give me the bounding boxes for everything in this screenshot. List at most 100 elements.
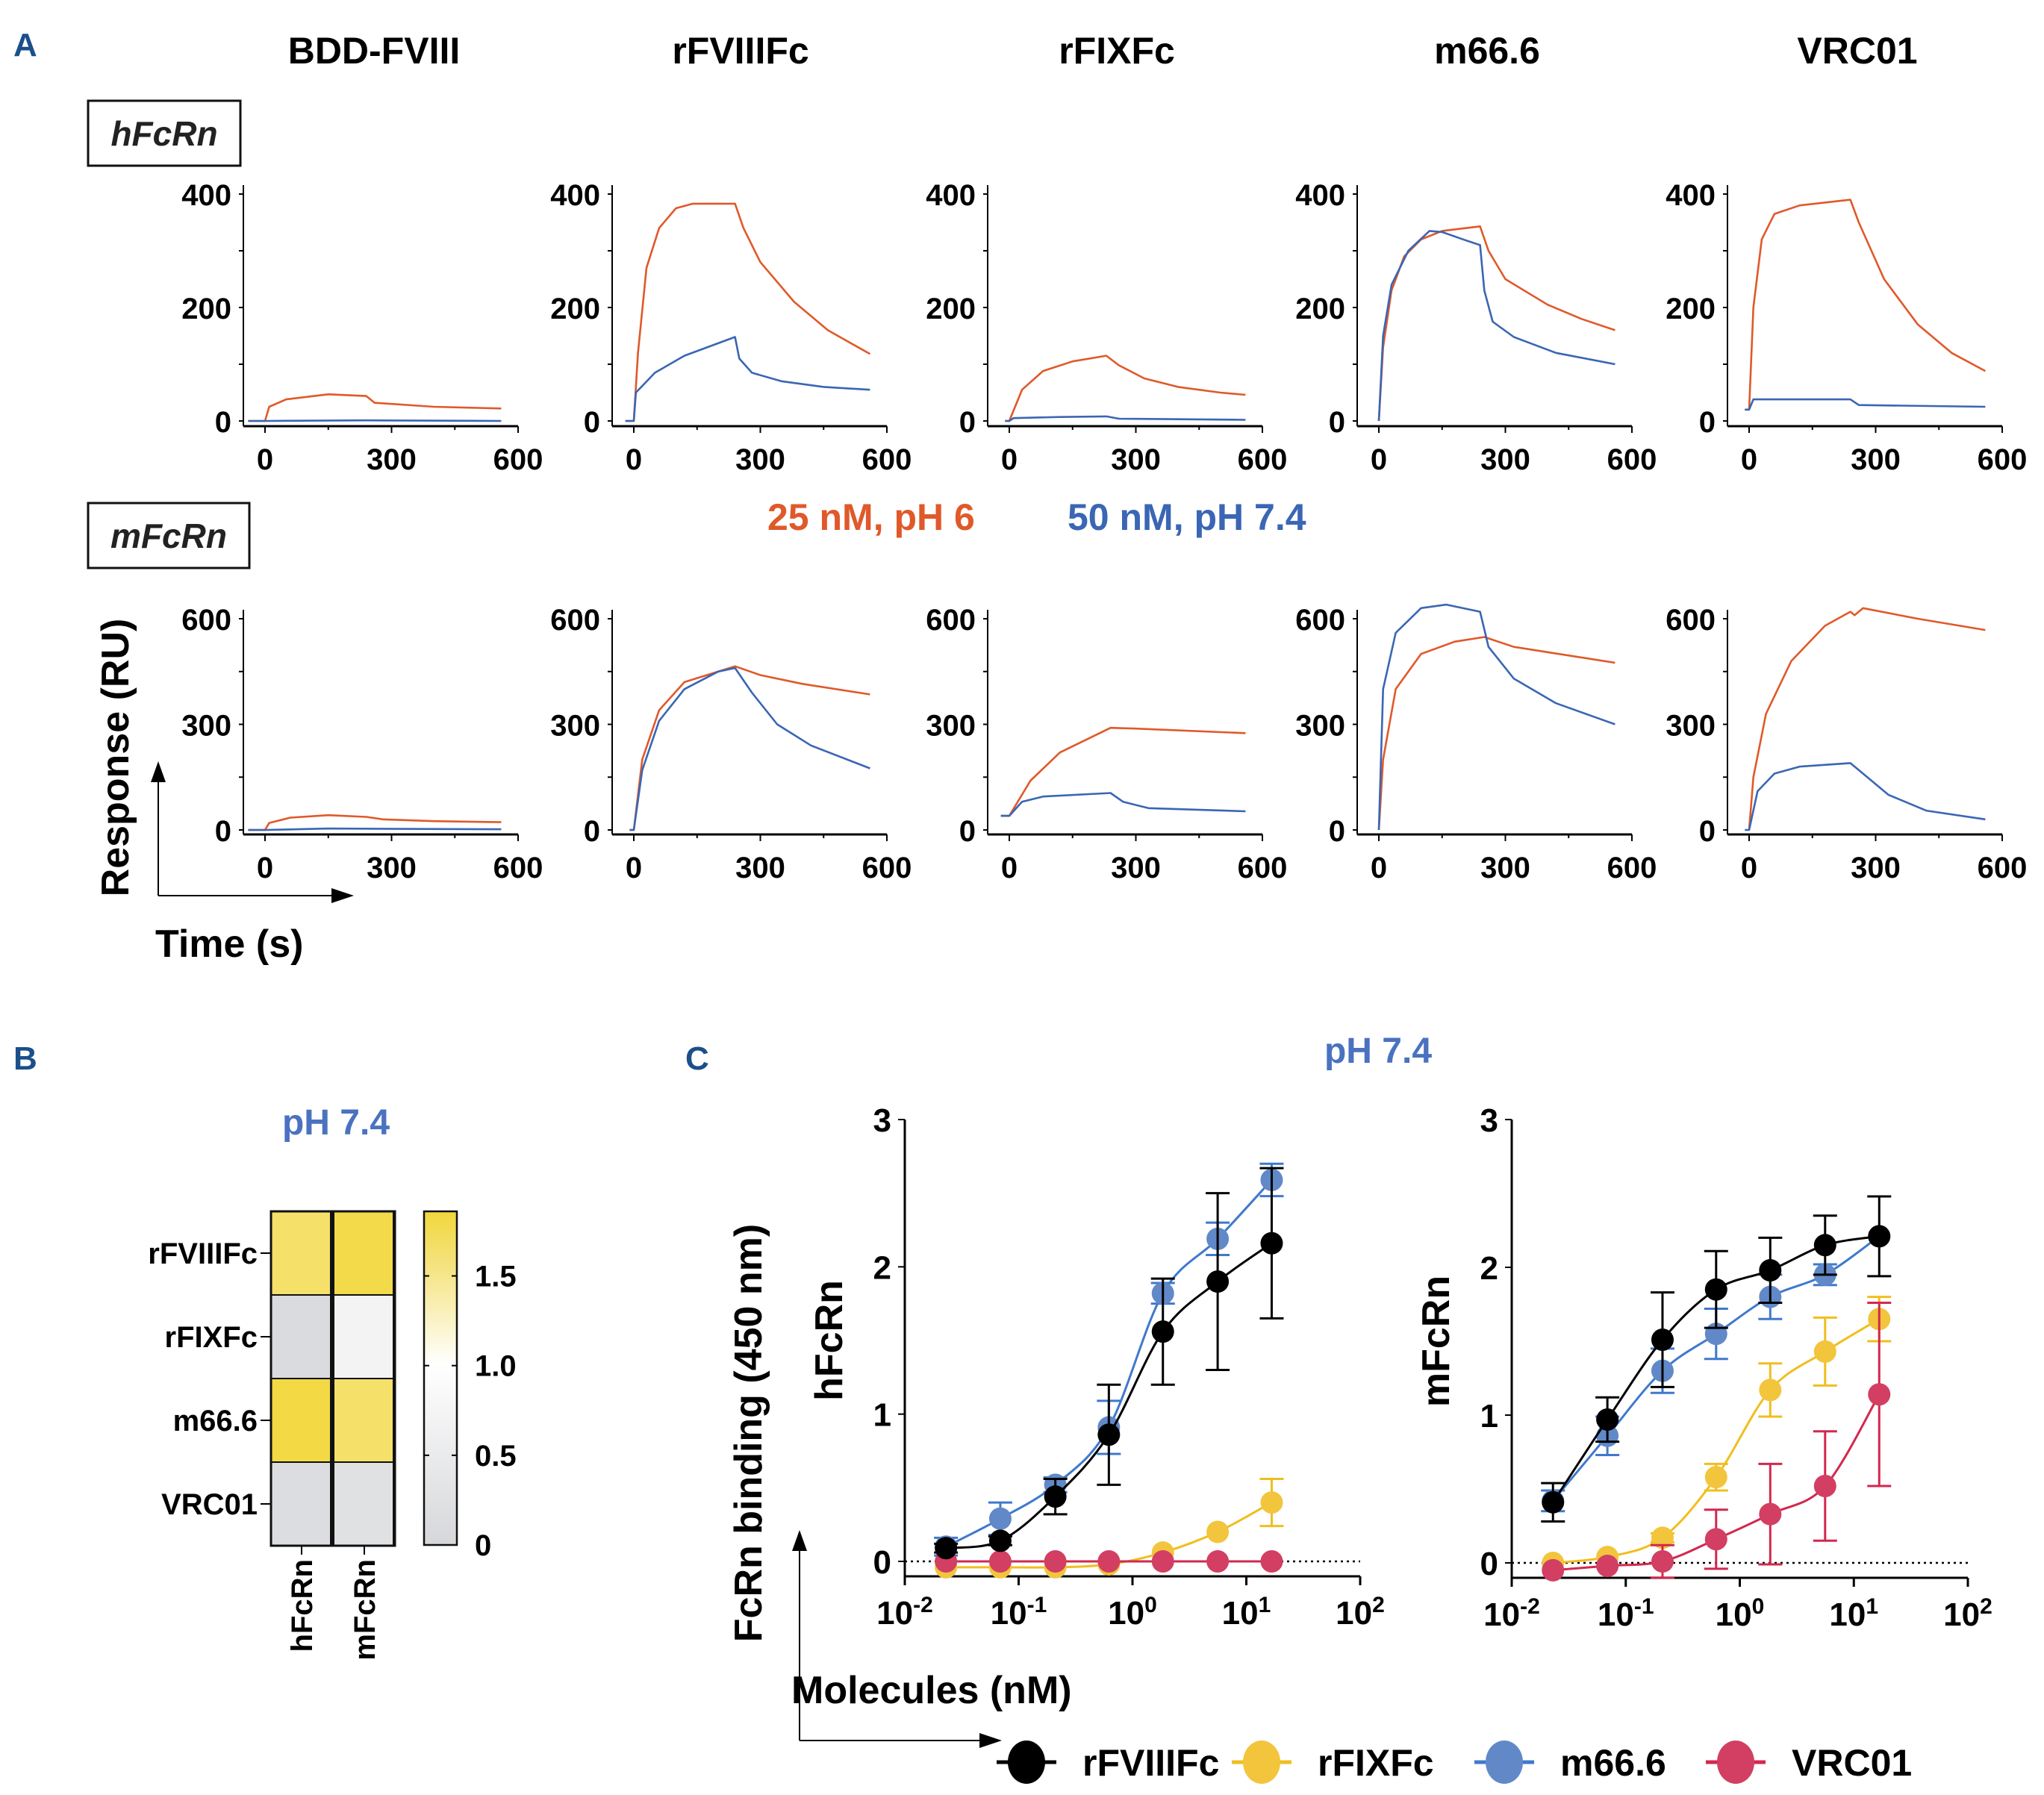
colorbar-tick-label: 0 — [475, 1529, 491, 1562]
y-tick-label: 0 — [1329, 406, 1345, 439]
data-point — [1651, 1329, 1674, 1352]
x-tick-label: 0 — [1371, 852, 1387, 884]
data-point — [1704, 1278, 1727, 1301]
heatmap-cell — [270, 1294, 331, 1379]
x-tick-label: 600 — [1238, 852, 1288, 884]
y-tick-label: 0 — [959, 815, 976, 848]
x-tick-label: 0 — [257, 852, 273, 884]
data-point — [1813, 1340, 1836, 1363]
x-tick-label: 600 — [1978, 443, 2028, 476]
heatmap-cell — [333, 1294, 394, 1379]
sensorgram-line-ph6 — [1377, 225, 1615, 422]
sensorgram-panel: 0 200 400 0 300 600 — [181, 179, 543, 476]
data-point — [988, 1550, 1012, 1573]
legend-marker — [1243, 1741, 1280, 1784]
panel-a-letter: A — [13, 27, 37, 63]
subplot-ylabel: hFcRn — [808, 1280, 851, 1401]
y-tick-label: 2 — [1480, 1250, 1498, 1287]
arrow-up-icon — [151, 761, 166, 782]
sensorgram-line-ph6 — [248, 393, 502, 422]
x-tick-label: 600 — [1607, 852, 1657, 884]
data-point — [935, 1537, 958, 1560]
y-tick-label: 3 — [873, 1102, 891, 1139]
sensorgram-line-ph74 — [1377, 603, 1615, 831]
data-point — [1704, 1466, 1727, 1489]
y-tick-label: 200 — [1295, 293, 1345, 325]
heatmap-row-label: rFVIIIFc — [148, 1237, 258, 1270]
legend-ph6: 25 nM, pH 6 — [767, 496, 975, 538]
series-VRC01 — [935, 1550, 1283, 1573]
response-time-arrows — [151, 761, 354, 903]
y-tick-label: 600 — [550, 604, 600, 637]
data-point — [1868, 1225, 1891, 1248]
x-tick-label: 600 — [1607, 443, 1657, 476]
sensorgram-line-ph74 — [1745, 762, 1986, 831]
x-tick-label: 10-2 — [876, 1593, 933, 1632]
data-point — [1651, 1550, 1674, 1573]
data-point — [1206, 1520, 1230, 1543]
x-tick-label: 300 — [1851, 443, 1901, 476]
legend-marker — [1486, 1741, 1523, 1784]
hfcrn-box — [87, 99, 242, 167]
x-tick-label: 0 — [1001, 443, 1018, 476]
y-tick-label: 400 — [181, 179, 231, 212]
x-tick-label: 300 — [1111, 852, 1161, 884]
sensorgram-panel: 0 300 600 0 300 600 — [181, 604, 543, 884]
x-tick-label: 300 — [1480, 852, 1530, 884]
y-tick-label: 300 — [1666, 710, 1716, 743]
data-point — [1651, 1526, 1674, 1549]
heatmap-cell — [270, 1378, 331, 1463]
column-title: rFIXFc — [1059, 30, 1175, 72]
series-VRC01 — [1542, 1302, 1892, 1582]
x-tick-label: 0 — [1001, 852, 1018, 884]
colorbar — [423, 1210, 458, 1546]
sensorgram-line-ph74 — [1000, 792, 1246, 817]
data-point — [1206, 1270, 1230, 1293]
column-titles: BDD-FVIII rFVIIIFc rFIXFc m66.6 VRC01 — [288, 30, 1918, 72]
heatmap-cell — [333, 1461, 394, 1546]
y-tick-label: 400 — [1295, 179, 1345, 212]
heatmap: rFVIIIFc rFIXFc m66.6 VRC01 hFcRn mFcRn 1.5 1.0… — [148, 1210, 517, 1661]
y-tick-label: 300 — [550, 710, 600, 743]
sensorgram-line-ph74 — [625, 336, 870, 422]
x-tick-label: 600 — [862, 852, 912, 884]
mfcrn-box-label: mFcRn — [110, 516, 227, 555]
x-tick-label: 10-2 — [1483, 1594, 1540, 1633]
series-rFVIIIFc — [1541, 1195, 1892, 1523]
panel-a-ylabel: Response (RU) — [94, 619, 137, 897]
legend-ph74: 50 nM, pH 7.4 — [1068, 496, 1306, 538]
y-tick-label: 200 — [181, 293, 231, 325]
legend-marker — [1008, 1741, 1045, 1784]
y-tick-label: 0 — [1480, 1546, 1498, 1582]
heatmap-row-label: VRC01 — [161, 1488, 258, 1521]
x-tick-label: 0 — [626, 443, 642, 476]
x-tick-label: 10-1 — [1598, 1594, 1654, 1633]
y-tick-label: 0 — [584, 406, 600, 439]
y-tick-label: 400 — [1666, 179, 1716, 212]
x-tick-label: 300 — [735, 852, 785, 884]
x-tick-label: 100 — [1716, 1594, 1765, 1633]
sensorgram-line-ph74 — [248, 827, 502, 831]
sensorgram-panel: 0 300 600 0 300 600 — [926, 604, 1287, 884]
data-point — [1151, 1550, 1174, 1573]
panel-b-title: pH 7.4 — [282, 1103, 390, 1143]
data-point — [1813, 1234, 1836, 1257]
y-tick-label: 200 — [926, 293, 976, 325]
data-point — [1542, 1558, 1565, 1582]
x-tick-label: 100 — [1108, 1593, 1157, 1632]
y-tick-label: 0 — [959, 406, 976, 439]
sensorgram-line-ph6 — [1745, 199, 1987, 411]
heatmap-row-label: m66.6 — [173, 1405, 258, 1437]
y-tick-label: 400 — [550, 179, 600, 212]
sensorgram-line-ph6 — [625, 202, 871, 422]
panel-c-xlabel: Molecules (nM) — [791, 1669, 1072, 1712]
data-point — [988, 1529, 1012, 1552]
x-tick-label: 10-1 — [991, 1593, 1047, 1632]
panel-a-xlabel: Time (s) — [155, 923, 303, 966]
y-tick-label: 400 — [926, 179, 976, 212]
colorbar-tick-label: 0.5 — [475, 1440, 517, 1473]
arrow-right-icon — [979, 1733, 1002, 1748]
column-title: BDD-FVIII — [288, 30, 461, 72]
panel-c-letter: C — [685, 1040, 709, 1077]
y-tick-label: 600 — [181, 604, 231, 637]
